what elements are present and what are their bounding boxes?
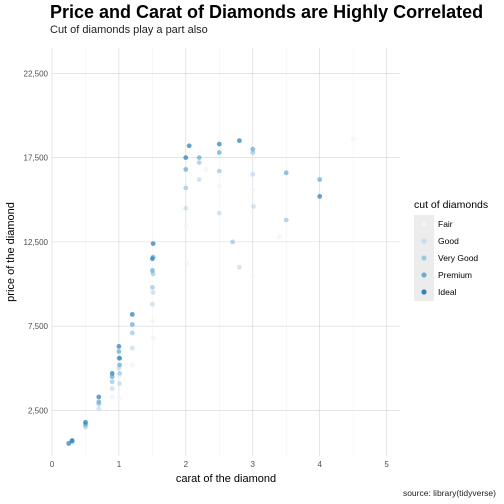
- data-point: [196, 177, 202, 182]
- y-tick-label: 22,500: [24, 69, 49, 78]
- y-axis-title: price of the diamond: [5, 202, 17, 302]
- data-point: [196, 160, 202, 166]
- data-point: [250, 187, 256, 193]
- data-point: [183, 205, 189, 211]
- data-point: [250, 150, 256, 155]
- data-point: [109, 374, 115, 380]
- data-point: [117, 371, 122, 376]
- legend-label: Premium: [438, 270, 472, 280]
- data-point: [109, 386, 115, 391]
- data-point: [150, 256, 155, 262]
- data-point: [109, 394, 115, 400]
- legend-key: [421, 238, 427, 244]
- data-point: [116, 349, 122, 354]
- chart-caption: source: library(tidyverse): [402, 488, 496, 498]
- data-point: [69, 438, 75, 444]
- data-point: [216, 150, 222, 155]
- data-point: [216, 168, 222, 174]
- y-tick-label: 7,500: [28, 322, 49, 331]
- data-point: [277, 234, 282, 240]
- legend-label: Very Good: [438, 253, 478, 263]
- data-point: [96, 406, 102, 412]
- legend-title: cut of diamonds: [414, 199, 488, 211]
- data-point: [230, 239, 236, 245]
- data-point: [150, 290, 156, 295]
- data-point: [116, 344, 122, 349]
- x-tick-label: 5: [384, 460, 389, 469]
- data-point: [150, 285, 155, 290]
- data-point: [216, 210, 222, 216]
- legend-key: [421, 289, 427, 295]
- data-point: [150, 268, 155, 273]
- y-tick-label: 12,500: [24, 238, 49, 247]
- data-point: [117, 396, 122, 402]
- legend-label: Ideal: [438, 287, 457, 297]
- data-point: [183, 167, 189, 172]
- data-point: [117, 362, 122, 368]
- data-point: [196, 155, 202, 161]
- legend: cut of diamonds Fair Good Very Good Premium…: [414, 199, 488, 301]
- data-point: [150, 241, 156, 247]
- y-tick-label: 2,500: [28, 406, 49, 415]
- legend-label: Fair: [438, 219, 453, 229]
- data-point: [183, 155, 189, 161]
- chart-title: Price and Carat of Diamonds are Highly C…: [50, 2, 484, 22]
- y-axis-ticks: 2,500 7,500 12,500 17,500 22,500: [24, 69, 49, 415]
- x-tick-label: 4: [317, 460, 322, 469]
- data-point: [150, 335, 156, 341]
- x-axis-ticks: 0 1 2 3 4 5: [50, 460, 390, 469]
- data-point: [129, 345, 135, 351]
- data-point: [184, 261, 189, 267]
- data-point: [251, 204, 256, 209]
- data-point: [317, 177, 323, 182]
- grid-lines: [51, 48, 400, 456]
- data-point: [216, 141, 222, 147]
- data-point: [350, 136, 356, 142]
- data-point: [186, 143, 192, 149]
- data-point: [250, 172, 256, 177]
- data-point: [317, 194, 323, 199]
- data-point: [283, 170, 289, 176]
- data-point: [66, 441, 72, 446]
- data-point: [83, 419, 88, 425]
- plot-panel: [52, 48, 400, 456]
- data-point: [117, 381, 122, 386]
- data-point: [250, 273, 256, 278]
- data-points: [66, 136, 356, 446]
- data-point: [203, 167, 209, 172]
- data-point: [109, 371, 115, 376]
- data-point: [237, 264, 242, 270]
- data-point: [129, 330, 135, 336]
- legend-key: [421, 272, 427, 278]
- x-axis-title: carat of the diamond: [176, 473, 276, 485]
- data-point: [129, 312, 135, 317]
- data-point: [283, 217, 289, 223]
- data-point: [109, 379, 115, 385]
- data-point: [150, 301, 155, 307]
- data-point: [96, 399, 102, 405]
- x-tick-label: 3: [251, 460, 256, 469]
- data-point: [129, 322, 135, 327]
- x-tick-label: 0: [50, 460, 55, 469]
- data-point: [129, 362, 135, 368]
- legend-label: Good: [438, 236, 459, 246]
- x-tick-label: 1: [117, 460, 122, 469]
- data-point: [250, 146, 256, 152]
- data-point: [237, 138, 242, 144]
- x-tick-label: 2: [184, 460, 189, 469]
- data-point: [96, 394, 102, 400]
- data-point: [117, 355, 122, 361]
- data-point: [183, 185, 189, 191]
- data-point: [183, 222, 189, 228]
- chart-subtitle: Cut of diamonds play a part also: [50, 24, 208, 36]
- legend-key: [421, 255, 427, 261]
- data-point: [150, 318, 155, 324]
- legend-key: [421, 221, 427, 227]
- y-tick-label: 17,500: [24, 154, 49, 163]
- data-point: [216, 183, 222, 189]
